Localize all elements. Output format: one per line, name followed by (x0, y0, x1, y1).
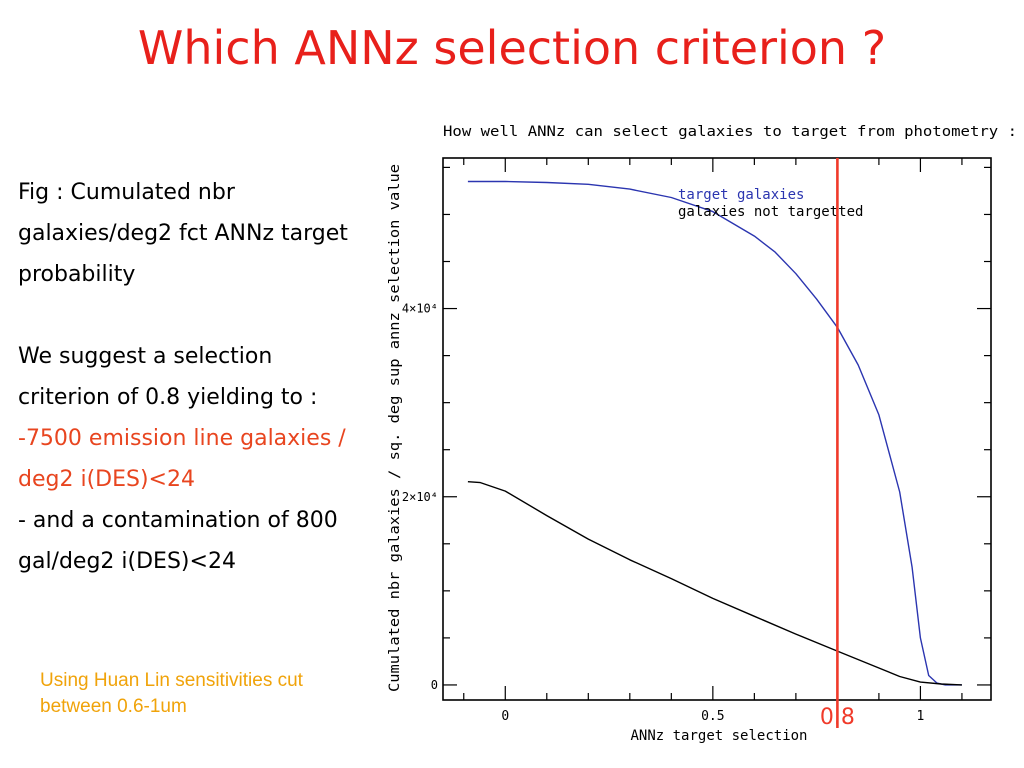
not-targeted-line (467, 481, 962, 686)
x-tick-label: 1 (917, 709, 925, 724)
x-tick-label: 0 (501, 709, 509, 724)
description-text: Fig : Cumulated nbr galaxies/deg2 fct AN… (18, 172, 368, 582)
y-tick-label: 2×10⁴ (402, 490, 438, 504)
contamination-result: - and a contamination of 800 gal/deg2 i(… (18, 508, 338, 574)
chart-title: How well ANNz can select galaxies to tar… (443, 124, 1017, 140)
emission-line-result: -7500 emission line galaxies / deg2 i(DE… (18, 426, 346, 492)
y-axis-label: Cumulated nbr galaxies / sq. deg sup ann… (387, 164, 403, 692)
cut-marker: 0.8 (820, 158, 855, 730)
legend-target-galaxies: target galaxies (678, 187, 804, 203)
slide-title: Which ANNz selection criterion ? (137, 21, 887, 75)
legend-not-targeted: galaxies not targetted (678, 204, 863, 220)
target-galaxies-line (467, 180, 962, 686)
suggestion-text: We suggest a selection criterion of 0.8 … (18, 344, 318, 410)
tick-labels: 0 0.5 1 0 2×10⁴ 4×10⁴ (402, 302, 924, 724)
x-axis-label: ANNz target selection (630, 728, 807, 744)
plot-frame (442, 157, 992, 701)
y-tick-label: 0 (431, 678, 438, 692)
cut-label: 0.8 (820, 705, 855, 730)
x-tick-label: 0.5 (701, 709, 724, 724)
y-tick-label: 4×10⁴ (402, 302, 438, 316)
figure-caption: Fig : Cumulated nbr galaxies/deg2 fct AN… (18, 180, 348, 287)
sensitivity-note: Using Huan Lin sensitivities cut between… (40, 670, 303, 717)
series-lines (467, 180, 962, 686)
axis-ticks (443, 158, 991, 700)
